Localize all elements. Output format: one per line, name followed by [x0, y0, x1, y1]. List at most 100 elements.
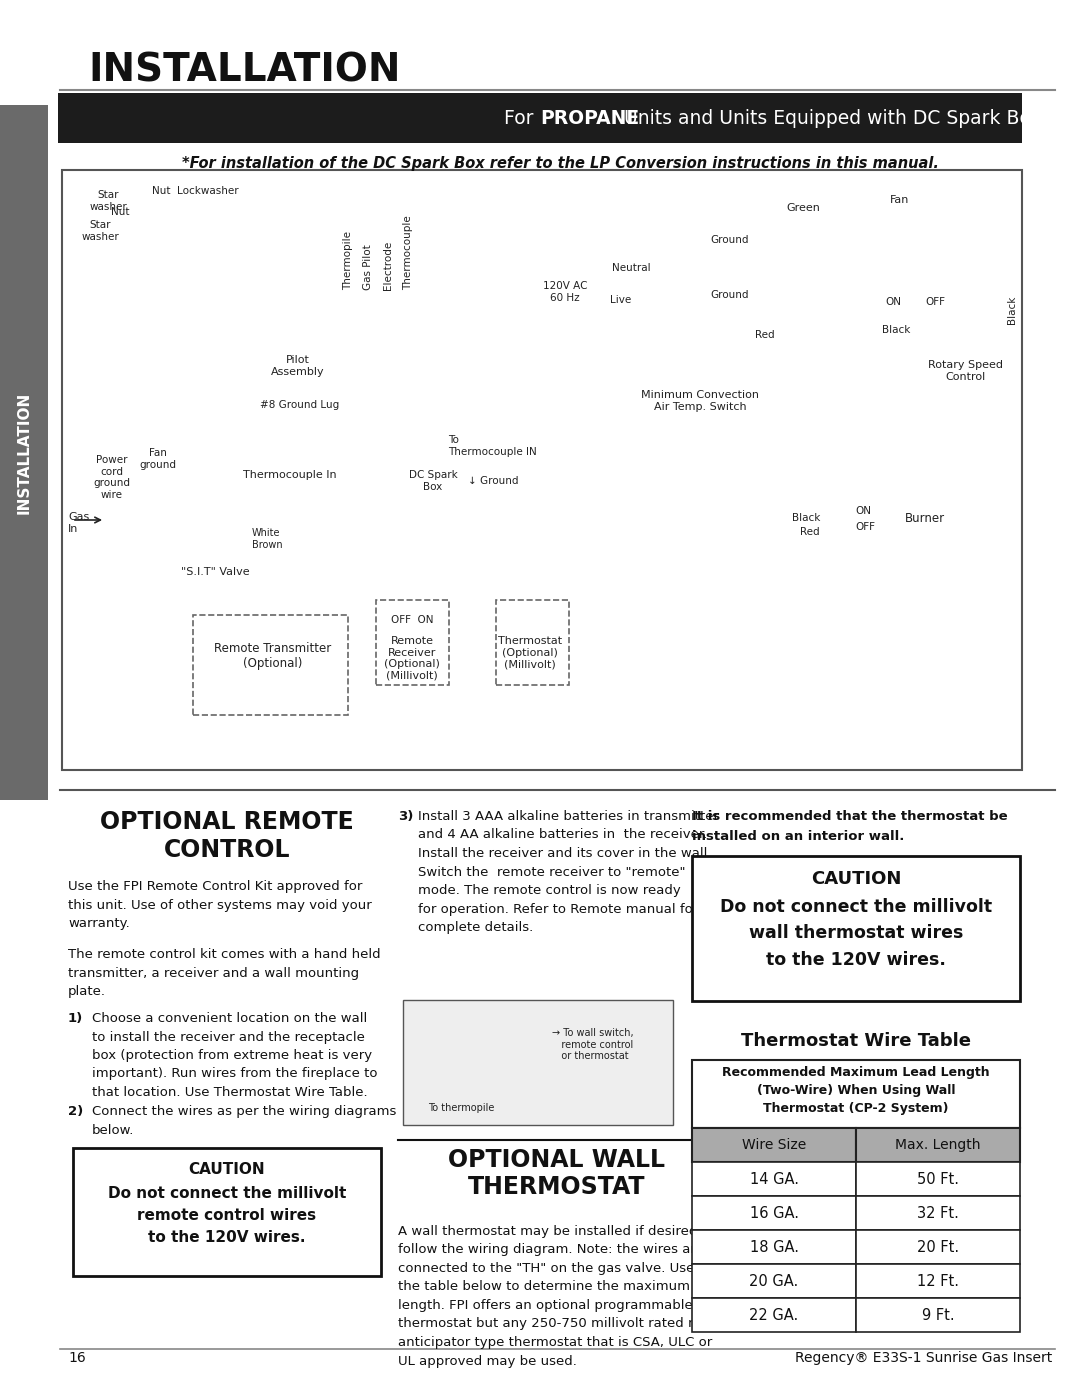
Bar: [856, 1162, 1020, 1196]
Bar: [692, 856, 1020, 1002]
Text: Choose a convenient location on the wall
to install the receiver and the recepta: Choose a convenient location on the wall…: [92, 1011, 378, 1099]
Text: Nut: Nut: [111, 207, 130, 217]
Text: Do not connect the millivolt
wall thermostat wires
to the 120V wires.: Do not connect the millivolt wall thermo…: [720, 898, 993, 968]
Text: 16: 16: [68, 1351, 85, 1365]
Text: Install 3 AAA alkaline batteries in transmitter
and 4 AA alkaline batteries in  : Install 3 AAA alkaline batteries in tran…: [418, 810, 719, 935]
Text: Regency® E33S-1 Sunrise Gas Insert: Regency® E33S-1 Sunrise Gas Insert: [795, 1351, 1052, 1365]
Text: Do not connect the millivolt
remote control wires
to the 120V wires.: Do not connect the millivolt remote cont…: [108, 1186, 347, 1245]
Text: Thermocouple In: Thermocouple In: [243, 469, 337, 481]
Text: White
Brown: White Brown: [252, 528, 283, 549]
Text: Star
washer: Star washer: [90, 190, 126, 211]
Text: Gas Pilot: Gas Pilot: [363, 244, 373, 291]
Text: The remote control kit comes with a hand held
transmitter, a receiver and a wall: The remote control kit comes with a hand…: [68, 949, 380, 997]
Text: CAUTION: CAUTION: [189, 1162, 266, 1178]
Text: 12 Ft.: 12 Ft.: [917, 1274, 959, 1288]
Bar: [496, 599, 569, 685]
Text: Red: Red: [800, 527, 820, 536]
Text: PROPANE: PROPANE: [540, 109, 639, 127]
Text: It is recommended that the thermostat be: It is recommended that the thermostat be: [692, 810, 1008, 823]
Text: Thermostat Wire Table: Thermostat Wire Table: [741, 1032, 971, 1051]
Text: Burner: Burner: [905, 511, 945, 524]
Text: Pilot
Assembly: Pilot Assembly: [271, 355, 325, 377]
Bar: [692, 1298, 856, 1331]
Text: To
Thermocouple IN: To Thermocouple IN: [448, 434, 537, 457]
Bar: [856, 1127, 1020, 1162]
Bar: [692, 1264, 856, 1298]
Bar: [692, 1127, 856, 1162]
Bar: [692, 1060, 1020, 1127]
Bar: [376, 599, 449, 685]
Text: Rotary Speed
Control: Rotary Speed Control: [928, 360, 1002, 381]
Text: A wall thermostat may be installed if desired,
follow the wiring diagram. Note: : A wall thermostat may be installed if de…: [399, 1225, 723, 1368]
Text: Fan
ground: Fan ground: [139, 448, 176, 469]
Text: CAUTION: CAUTION: [811, 870, 901, 888]
Text: ↓ Ground: ↓ Ground: [468, 476, 518, 486]
Text: Red: Red: [755, 330, 774, 339]
Text: To thermopile: To thermopile: [428, 1104, 495, 1113]
Text: 3): 3): [399, 810, 414, 823]
Text: 14 GA.: 14 GA.: [750, 1172, 798, 1186]
Text: → To wall switch,
   remote control
   or thermostat: → To wall switch, remote control or ther…: [552, 1028, 633, 1062]
Text: Recommended Maximum Lead Length
(Two-Wire) When Using Wall
Thermostat (CP-2 Syst: Recommended Maximum Lead Length (Two-Wir…: [723, 1066, 989, 1115]
Text: 16 GA.: 16 GA.: [750, 1206, 798, 1221]
Bar: [403, 1000, 673, 1125]
Text: INSTALLATION: INSTALLATION: [16, 391, 31, 514]
Bar: [856, 1229, 1020, 1264]
Text: Black: Black: [792, 513, 820, 522]
Text: OPTIONAL REMOTE: OPTIONAL REMOTE: [100, 810, 354, 834]
Text: 32 Ft.: 32 Ft.: [917, 1206, 959, 1221]
Text: 22 GA.: 22 GA.: [750, 1308, 798, 1323]
Text: Wire Size: Wire Size: [742, 1139, 806, 1153]
Text: ON: ON: [855, 506, 870, 515]
Bar: [692, 1229, 856, 1264]
Text: For: For: [504, 109, 540, 127]
Text: 1): 1): [68, 1011, 83, 1025]
Text: Gas
In: Gas In: [68, 511, 90, 534]
Bar: [856, 1264, 1020, 1298]
Text: Nut  Lockwasher: Nut Lockwasher: [152, 186, 239, 196]
Bar: [0, 105, 48, 800]
Bar: [58, 94, 1022, 142]
Text: OPTIONAL WALL: OPTIONAL WALL: [448, 1148, 665, 1172]
Text: Max. Length: Max. Length: [895, 1139, 981, 1153]
Bar: [62, 170, 1022, 770]
Text: Minimum Convection
Air Temp. Switch: Minimum Convection Air Temp. Switch: [642, 390, 759, 412]
Text: OFF: OFF: [924, 298, 945, 307]
Text: Ground: Ground: [710, 291, 748, 300]
Text: 50 Ft.: 50 Ft.: [917, 1172, 959, 1186]
Text: Green: Green: [786, 203, 820, 212]
Text: Fan: Fan: [890, 196, 909, 205]
Bar: [73, 1148, 381, 1275]
Bar: [856, 1196, 1020, 1229]
Text: Remote
Receiver
(Optional)
(Millivolt): Remote Receiver (Optional) (Millivolt): [384, 636, 440, 680]
Text: 18 GA.: 18 GA.: [750, 1239, 798, 1255]
Text: ON: ON: [885, 298, 901, 307]
Text: OFF: OFF: [855, 522, 875, 532]
Text: Ground: Ground: [710, 235, 748, 244]
Text: Thermocouple: Thermocouple: [403, 215, 413, 291]
Text: DC Spark
Box: DC Spark Box: [408, 469, 457, 492]
Text: Black: Black: [1007, 296, 1017, 324]
Text: Connect the wires as per the wiring diagrams
below.: Connect the wires as per the wiring diag…: [92, 1105, 396, 1137]
Text: Neutral: Neutral: [612, 263, 650, 272]
Text: 2): 2): [68, 1105, 83, 1118]
Text: "S.I.T" Valve: "S.I.T" Valve: [180, 567, 249, 577]
Text: Live: Live: [610, 295, 631, 305]
Bar: [856, 1298, 1020, 1331]
Text: 9 Ft.: 9 Ft.: [921, 1308, 955, 1323]
Text: 120V AC
60 Hz: 120V AC 60 Hz: [543, 281, 588, 303]
Text: Units and Units Equipped with DC Spark Boxes*: Units and Units Equipped with DC Spark B…: [618, 109, 1071, 127]
Text: THERMOSTAT: THERMOSTAT: [469, 1175, 646, 1199]
Text: INSTALLATION: INSTALLATION: [87, 52, 401, 89]
Text: OFF  ON: OFF ON: [391, 615, 433, 624]
Bar: [692, 1196, 856, 1229]
Text: Remote Transmitter
(Optional): Remote Transmitter (Optional): [214, 643, 332, 671]
Text: Thermopile: Thermopile: [343, 231, 353, 291]
Bar: [692, 1162, 856, 1196]
Text: Use the FPI Remote Control Kit approved for
this unit. Use of other systems may : Use the FPI Remote Control Kit approved …: [68, 880, 372, 930]
Text: *For installation of the DC Spark Box refer to the LP Conversion instructions in: *For installation of the DC Spark Box re…: [181, 156, 939, 170]
Text: 20 Ft.: 20 Ft.: [917, 1239, 959, 1255]
Text: Black: Black: [882, 326, 910, 335]
Text: CONTROL: CONTROL: [164, 838, 291, 862]
Bar: [193, 615, 348, 715]
